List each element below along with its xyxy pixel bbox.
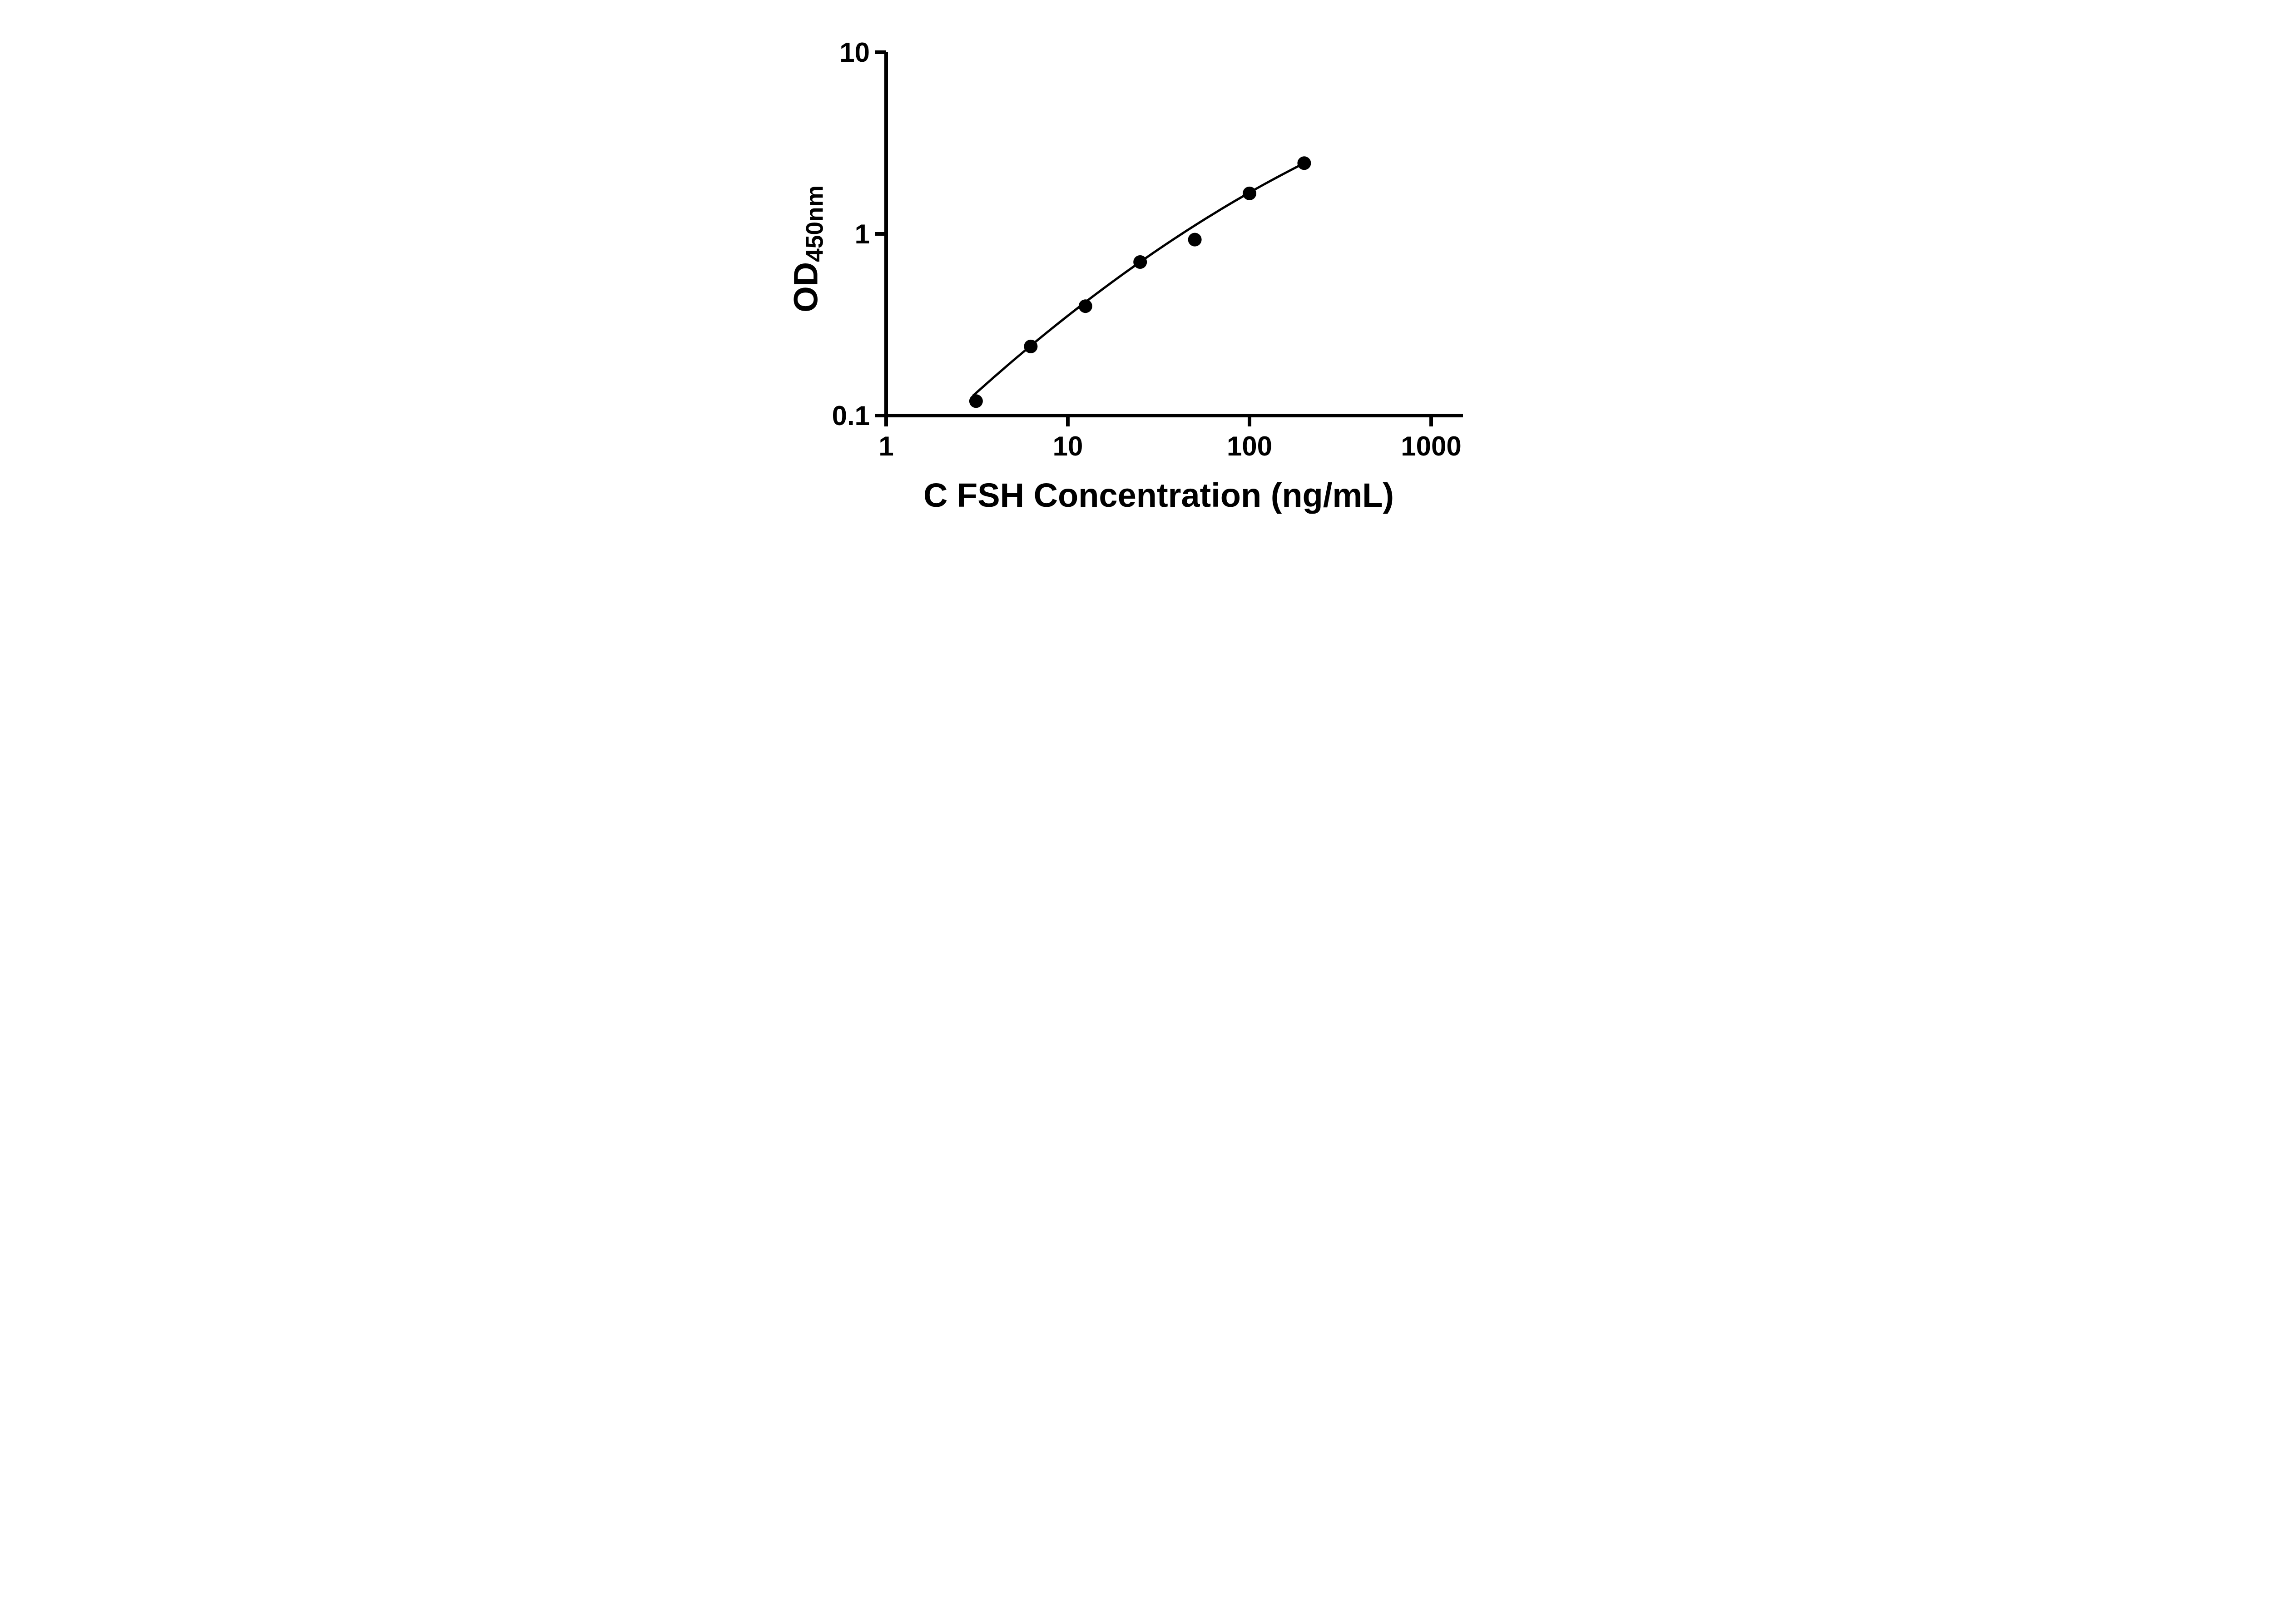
y-axis-label: OD450nm — [787, 185, 829, 312]
x-axis-label: C FSH Concentration (ng/mL) — [923, 476, 1394, 514]
fit-line — [972, 162, 1305, 397]
data-point — [1078, 299, 1092, 313]
x-axis-tick-label: 1000 — [1401, 431, 1461, 461]
y-axis-label-main: OD — [787, 262, 825, 312]
data-point — [1133, 255, 1147, 269]
data-point — [969, 394, 983, 408]
x-axis-tick-label: 100 — [1227, 431, 1272, 461]
y-axis-label-subscript: 450nm — [801, 185, 828, 262]
x-axis-tick-label: 10 — [1053, 431, 1083, 461]
y-axis-tick-label: 1 — [855, 219, 870, 249]
y-axis-tick-label: 10 — [839, 37, 870, 68]
data-point — [1188, 233, 1202, 247]
y-axis-tick-label: 0.1 — [832, 401, 870, 431]
chart-svg: 1 10 100 1000 0.1 1 10 — [832, 37, 1463, 461]
data-point — [1024, 339, 1038, 353]
x-axis-tick-label: 1 — [878, 431, 893, 461]
elisa-standard-curve-figure: 1 10 100 1000 0.1 1 10 OD450nm C FSH Concentra… — [754, 0, 1517, 541]
data-point — [1243, 186, 1256, 200]
data-point — [1297, 156, 1311, 170]
